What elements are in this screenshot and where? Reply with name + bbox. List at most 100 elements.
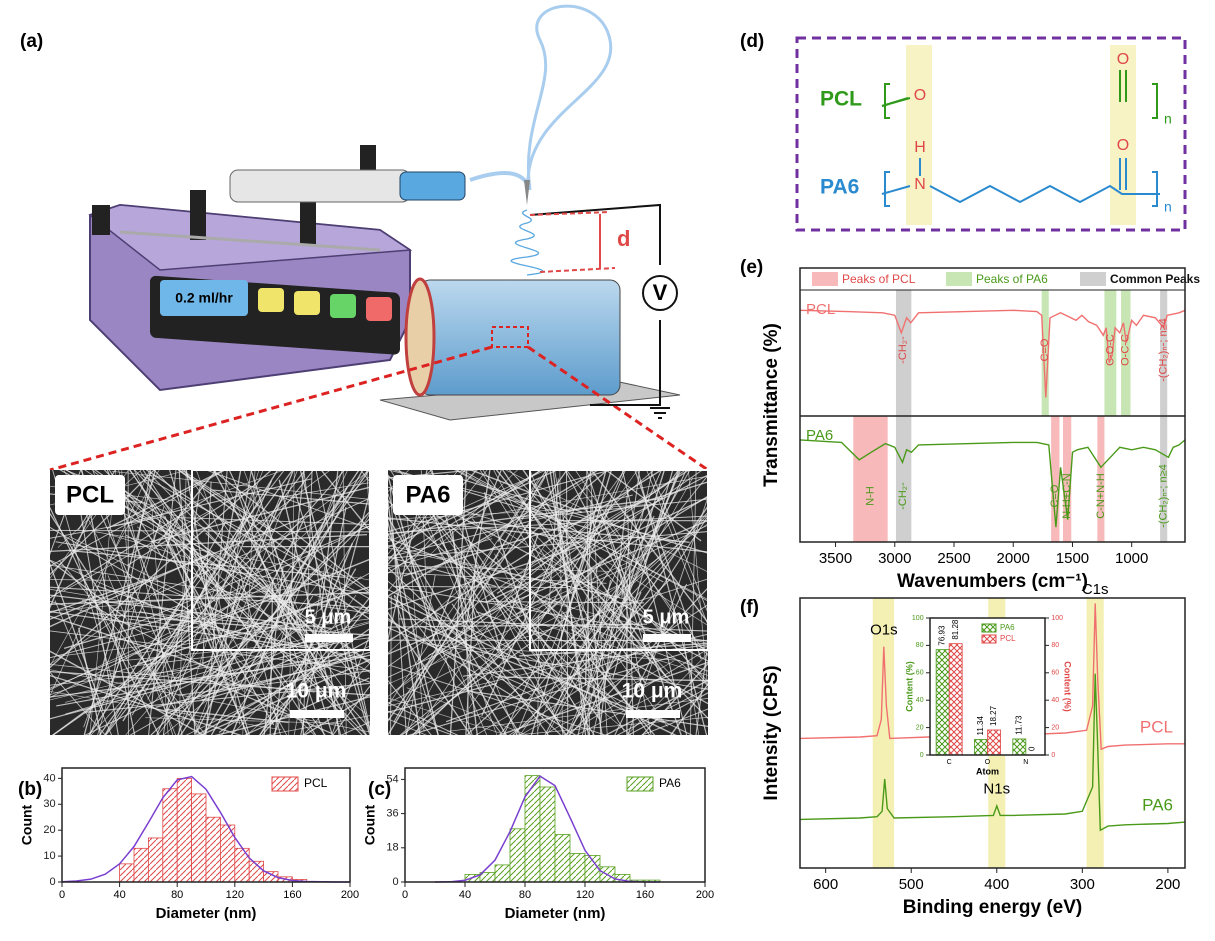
fiber (465, 571, 476, 735)
fiber (136, 526, 367, 715)
bar (554, 834, 571, 883)
value-label: 76.93 (938, 625, 947, 646)
x-tick-label: 120 (226, 889, 244, 901)
fiber (413, 494, 581, 735)
y-tick-label: 80 (916, 642, 924, 649)
highlight-band (853, 416, 888, 542)
fiber (493, 470, 565, 604)
needle (524, 180, 530, 205)
fiber (565, 514, 708, 735)
fiber (388, 623, 648, 628)
peak-annotation: N-H (864, 486, 876, 506)
fiber (246, 677, 314, 735)
fiber (278, 470, 343, 647)
peak-annotation: C-O-C (1104, 334, 1116, 366)
fiber (388, 580, 473, 649)
bar (948, 643, 963, 756)
bracket (884, 171, 1158, 207)
fiber (487, 496, 708, 603)
fiber (439, 539, 567, 735)
fiber (393, 594, 502, 734)
plot-frame (929, 617, 1046, 756)
bar (133, 847, 149, 883)
x-tick-label: 600 (813, 876, 838, 893)
fiber (50, 470, 151, 697)
x-tick-label: 0 (402, 889, 408, 901)
fiber (388, 519, 708, 655)
spectrum (799, 673, 1186, 832)
fiber (302, 470, 313, 735)
fiber (618, 570, 652, 735)
fiber (559, 470, 607, 642)
x-tick-label: 160 (636, 889, 654, 901)
y-tick-label: 40 (43, 772, 55, 784)
fibers (50, 470, 370, 735)
fiber (564, 648, 708, 735)
button (366, 297, 392, 321)
fiber (388, 532, 507, 735)
highlight-band (1121, 290, 1131, 416)
fiber (331, 633, 370, 735)
fiber (388, 531, 708, 559)
fiber (388, 470, 459, 555)
fiber (505, 470, 708, 573)
sem-inset (191, 469, 371, 651)
fiber (529, 470, 612, 679)
fiber (537, 623, 708, 676)
peak-annotation: C=O (1039, 338, 1051, 361)
fiber (50, 514, 311, 620)
fiber (179, 517, 370, 526)
fiber (223, 470, 242, 559)
fiber (411, 533, 634, 735)
fiber (616, 687, 708, 735)
fiber (388, 702, 459, 735)
fiber (458, 475, 708, 521)
fiber (522, 470, 667, 678)
fiber (565, 470, 708, 657)
fiber (388, 545, 580, 610)
fiber (211, 470, 370, 592)
fiber (388, 470, 478, 566)
fiber (50, 665, 219, 686)
voltage-label: V (653, 280, 668, 305)
y-tick-label: 80 (1051, 642, 1059, 649)
fiber (388, 565, 631, 678)
x-tick-label: 80 (519, 889, 531, 901)
fiber (177, 470, 260, 735)
fiber (388, 519, 439, 735)
fiber (482, 470, 668, 727)
fiber (283, 475, 370, 554)
zoom-box (491, 326, 529, 348)
bar (479, 872, 496, 883)
fiber (252, 470, 306, 539)
chain (929, 184, 1160, 204)
peak-annotation: O1s (870, 621, 898, 638)
tube (469, 171, 530, 187)
scale-text: 10 μm (622, 680, 683, 703)
x-tick-label: 1500 (1056, 550, 1089, 567)
x-tick-label: 0 (59, 889, 65, 901)
bar (176, 777, 192, 883)
atom: N (914, 176, 926, 193)
x-tick-label: N (1023, 759, 1028, 766)
fiber (634, 470, 702, 660)
fiber (83, 470, 156, 735)
fiber (470, 690, 708, 727)
fiber (50, 470, 82, 556)
fiber (299, 470, 370, 735)
fiber (194, 560, 367, 735)
sem-inset (529, 469, 709, 651)
fiber (145, 579, 261, 630)
bar (205, 816, 221, 883)
highlight-band (872, 598, 895, 868)
legend-swatch (626, 776, 654, 792)
fiber (388, 679, 432, 735)
fiber (575, 695, 653, 735)
fiber (50, 493, 215, 599)
y-axis-title: Count (19, 804, 35, 845)
panel-label: (e) (740, 257, 763, 278)
fiber (581, 584, 620, 735)
fiber (50, 487, 103, 609)
fiber (508, 470, 708, 683)
